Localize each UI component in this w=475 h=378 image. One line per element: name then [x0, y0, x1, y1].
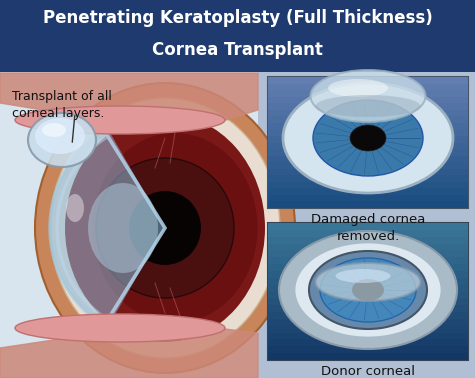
Wedge shape — [50, 129, 165, 328]
Ellipse shape — [350, 125, 386, 151]
FancyBboxPatch shape — [268, 264, 468, 271]
Ellipse shape — [66, 194, 84, 222]
Text: Penetrating Keratoplasty (Full Thickness): Penetrating Keratoplasty (Full Thickness… — [43, 9, 432, 27]
Ellipse shape — [35, 118, 85, 154]
FancyBboxPatch shape — [268, 339, 468, 346]
FancyBboxPatch shape — [268, 123, 468, 129]
FancyBboxPatch shape — [268, 312, 468, 319]
Ellipse shape — [15, 106, 225, 134]
FancyBboxPatch shape — [268, 136, 468, 143]
Ellipse shape — [352, 279, 384, 301]
FancyBboxPatch shape — [268, 223, 468, 360]
Ellipse shape — [50, 98, 280, 358]
Ellipse shape — [315, 263, 420, 301]
FancyBboxPatch shape — [268, 250, 468, 257]
Ellipse shape — [93, 133, 257, 323]
FancyBboxPatch shape — [268, 97, 468, 103]
FancyBboxPatch shape — [268, 129, 468, 136]
Text: Damaged cornea
removed.: Damaged cornea removed. — [311, 213, 425, 243]
FancyBboxPatch shape — [0, 0, 475, 72]
FancyBboxPatch shape — [268, 110, 468, 116]
FancyBboxPatch shape — [268, 305, 468, 312]
Ellipse shape — [311, 70, 426, 122]
Text: Transplant of all
corneal layers.: Transplant of all corneal layers. — [12, 90, 112, 120]
FancyBboxPatch shape — [258, 72, 475, 378]
FancyBboxPatch shape — [268, 116, 468, 123]
FancyBboxPatch shape — [268, 333, 468, 339]
FancyBboxPatch shape — [268, 149, 468, 156]
FancyBboxPatch shape — [268, 162, 468, 169]
FancyBboxPatch shape — [268, 188, 468, 195]
Ellipse shape — [129, 191, 201, 265]
FancyBboxPatch shape — [268, 169, 468, 175]
FancyBboxPatch shape — [268, 353, 468, 360]
Ellipse shape — [315, 95, 420, 117]
FancyBboxPatch shape — [268, 156, 468, 162]
Ellipse shape — [294, 242, 442, 338]
Text: Donor corneal
tissue transplanted.: Donor corneal tissue transplanted. — [302, 365, 435, 378]
FancyBboxPatch shape — [268, 143, 468, 149]
Ellipse shape — [28, 113, 96, 167]
FancyBboxPatch shape — [268, 298, 468, 305]
Ellipse shape — [335, 269, 390, 283]
Ellipse shape — [96, 158, 234, 298]
Ellipse shape — [279, 231, 457, 349]
FancyBboxPatch shape — [268, 90, 468, 97]
Ellipse shape — [15, 314, 225, 342]
Ellipse shape — [65, 114, 265, 342]
Ellipse shape — [320, 258, 416, 322]
FancyBboxPatch shape — [268, 175, 468, 182]
FancyBboxPatch shape — [268, 291, 468, 298]
FancyBboxPatch shape — [268, 326, 468, 333]
Ellipse shape — [328, 79, 388, 97]
FancyBboxPatch shape — [268, 285, 468, 291]
FancyBboxPatch shape — [268, 77, 468, 208]
Polygon shape — [0, 73, 258, 128]
Polygon shape — [0, 326, 258, 378]
Ellipse shape — [35, 83, 295, 373]
FancyBboxPatch shape — [268, 319, 468, 326]
FancyBboxPatch shape — [268, 182, 468, 188]
FancyBboxPatch shape — [268, 195, 468, 201]
FancyBboxPatch shape — [268, 346, 468, 353]
FancyBboxPatch shape — [0, 72, 258, 378]
FancyBboxPatch shape — [268, 201, 468, 208]
Ellipse shape — [88, 183, 158, 273]
Ellipse shape — [309, 251, 427, 329]
FancyBboxPatch shape — [268, 271, 468, 278]
Text: Cornea Transplant: Cornea Transplant — [152, 41, 323, 59]
FancyBboxPatch shape — [268, 103, 468, 110]
FancyBboxPatch shape — [268, 84, 468, 90]
FancyBboxPatch shape — [268, 230, 468, 237]
FancyBboxPatch shape — [268, 77, 468, 84]
FancyBboxPatch shape — [268, 257, 468, 264]
Ellipse shape — [313, 100, 423, 176]
FancyBboxPatch shape — [268, 223, 468, 230]
FancyBboxPatch shape — [268, 243, 468, 250]
FancyBboxPatch shape — [268, 237, 468, 243]
FancyBboxPatch shape — [268, 278, 468, 285]
Ellipse shape — [283, 83, 453, 193]
Ellipse shape — [42, 123, 66, 137]
